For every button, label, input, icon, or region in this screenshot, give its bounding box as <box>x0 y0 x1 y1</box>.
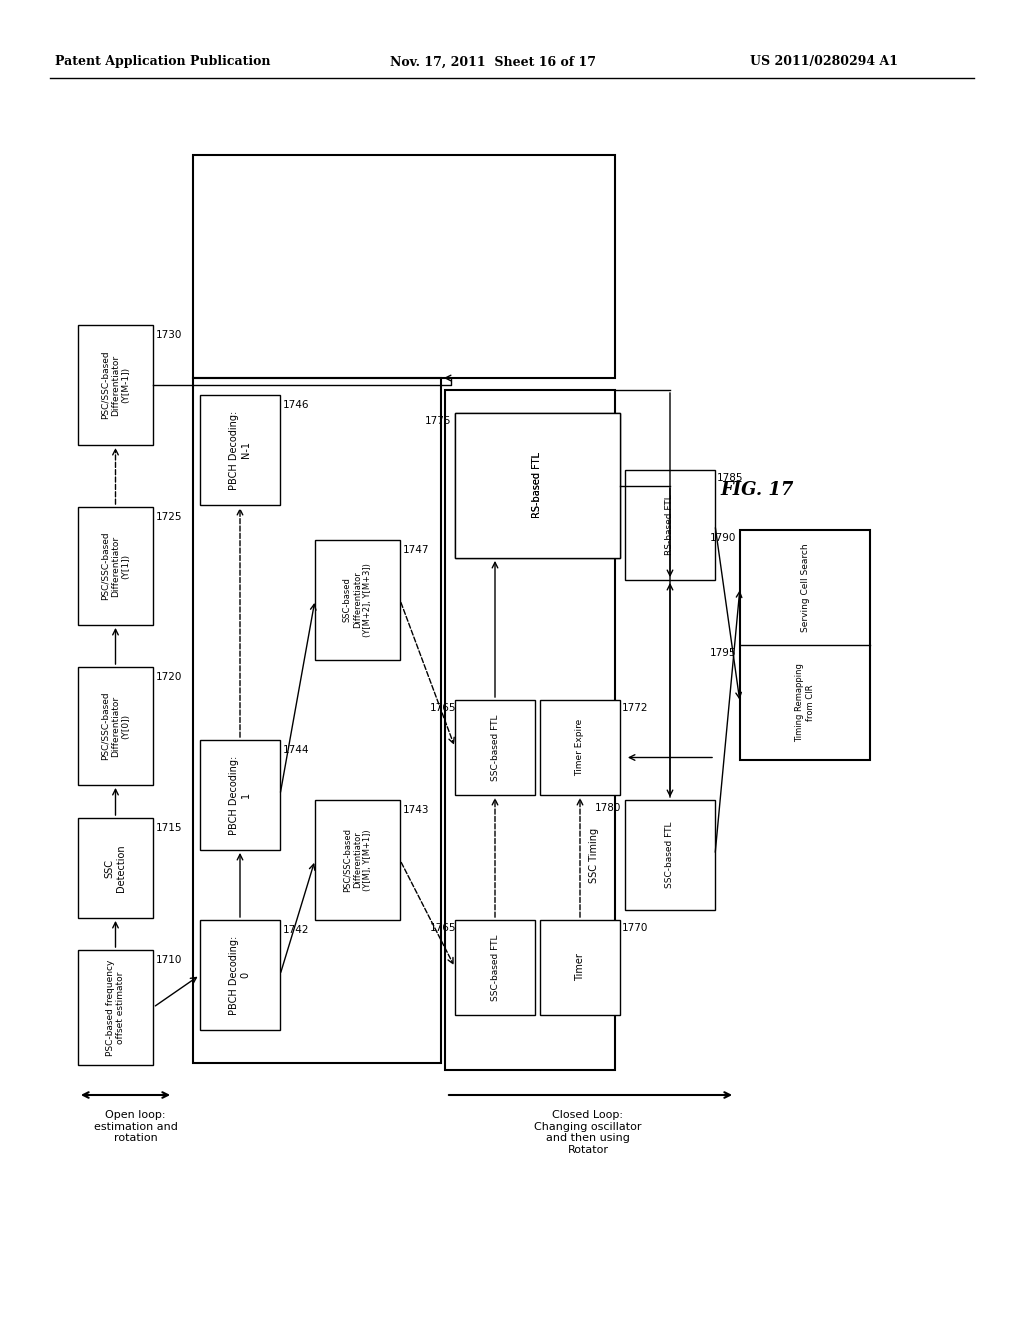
Bar <box>540 920 620 1015</box>
Text: 1725: 1725 <box>156 512 182 521</box>
Bar <box>200 741 280 850</box>
Bar <box>315 540 400 660</box>
Text: SSC-based
Differentiator
(Y[M+2], Y[M+3]): SSC-based Differentiator (Y[M+2], Y[M+3]… <box>343 564 373 638</box>
Text: Patent Application Publication: Patent Application Publication <box>55 55 270 69</box>
Bar <box>193 154 615 378</box>
Bar <box>445 389 615 1071</box>
Text: SSC
Detection: SSC Detection <box>104 845 126 892</box>
Text: 1730: 1730 <box>156 330 182 341</box>
Text: SSC-based FTL: SSC-based FTL <box>490 935 500 1001</box>
Text: US 2011/0280294 A1: US 2011/0280294 A1 <box>750 55 898 69</box>
Bar <box>193 378 441 1063</box>
Text: PSC/SSC-based
Differentiator
(Y[1]): PSC/SSC-based Differentiator (Y[1]) <box>100 532 130 601</box>
Text: FIG. 17: FIG. 17 <box>720 480 794 499</box>
Text: 1746: 1746 <box>283 400 309 411</box>
Text: PSC/SSC-based
Differentiator
(Y[M], Y[M+1]): PSC/SSC-based Differentiator (Y[M], Y[M+… <box>343 828 373 892</box>
Text: Closed Loop:
Changing oscillator
and then using
Rotator: Closed Loop: Changing oscillator and the… <box>535 1110 642 1155</box>
Bar <box>625 800 715 909</box>
Text: 1743: 1743 <box>403 805 429 814</box>
Text: SSC-based FTL: SSC-based FTL <box>490 714 500 780</box>
Text: SSC-based FTL: SSC-based FTL <box>666 822 675 888</box>
Text: RS-based FTL: RS-based FTL <box>666 495 675 556</box>
Bar <box>315 800 400 920</box>
Bar <box>625 470 715 579</box>
Text: PSC/SSC-based
Differentiator
(Y[0]): PSC/SSC-based Differentiator (Y[0]) <box>100 692 130 760</box>
Text: 1765: 1765 <box>430 923 457 933</box>
Text: RS-based FTL: RS-based FTL <box>532 453 543 519</box>
Bar <box>200 920 280 1030</box>
Text: PBCH Decoding:
0: PBCH Decoding: 0 <box>229 936 251 1015</box>
Text: SSC Timing: SSC Timing <box>589 828 599 883</box>
Text: PBCH Decoding:
N-1: PBCH Decoding: N-1 <box>229 411 251 490</box>
Text: 1795: 1795 <box>710 648 736 657</box>
Text: 1744: 1744 <box>283 744 309 755</box>
Bar <box>78 818 153 917</box>
Text: Timing Remapping
from CIR: Timing Remapping from CIR <box>796 663 815 742</box>
Text: 1710: 1710 <box>156 954 182 965</box>
Bar <box>200 395 280 506</box>
Text: RS-based FTL: RS-based FTL <box>532 453 543 519</box>
Text: Timer Expire: Timer Expire <box>575 719 585 776</box>
Bar <box>78 507 153 624</box>
Text: PBCH Decoding:
1: PBCH Decoding: 1 <box>229 755 251 834</box>
Bar <box>455 413 620 558</box>
Bar <box>455 413 620 558</box>
Bar <box>455 920 535 1015</box>
Text: 1790: 1790 <box>710 533 736 543</box>
Text: 1770: 1770 <box>622 923 648 933</box>
Text: 1715: 1715 <box>156 822 182 833</box>
Text: 1772: 1772 <box>622 704 648 713</box>
Text: PSC-based frequency
offset estimator: PSC-based frequency offset estimator <box>105 960 125 1056</box>
Text: 1780: 1780 <box>595 803 622 813</box>
Bar <box>78 325 153 445</box>
Text: Nov. 17, 2011  Sheet 16 of 17: Nov. 17, 2011 Sheet 16 of 17 <box>390 55 596 69</box>
Bar <box>78 950 153 1065</box>
Text: Serving Cell Search: Serving Cell Search <box>801 544 810 632</box>
Text: PSC/SSC-based
Differentiator
(Y[M-1]): PSC/SSC-based Differentiator (Y[M-1]) <box>100 351 130 420</box>
Text: 1742: 1742 <box>283 925 309 935</box>
Text: Open loop:
estimation and
rotation: Open loop: estimation and rotation <box>93 1110 177 1143</box>
Text: 1747: 1747 <box>403 545 429 554</box>
Bar <box>78 667 153 785</box>
Text: 1765: 1765 <box>430 704 457 713</box>
Text: 1720: 1720 <box>156 672 182 682</box>
Bar <box>540 700 620 795</box>
Text: 1775: 1775 <box>425 416 452 426</box>
Bar <box>740 531 870 760</box>
Text: Timer: Timer <box>575 953 585 982</box>
Bar <box>455 700 535 795</box>
Text: 1785: 1785 <box>717 473 743 483</box>
